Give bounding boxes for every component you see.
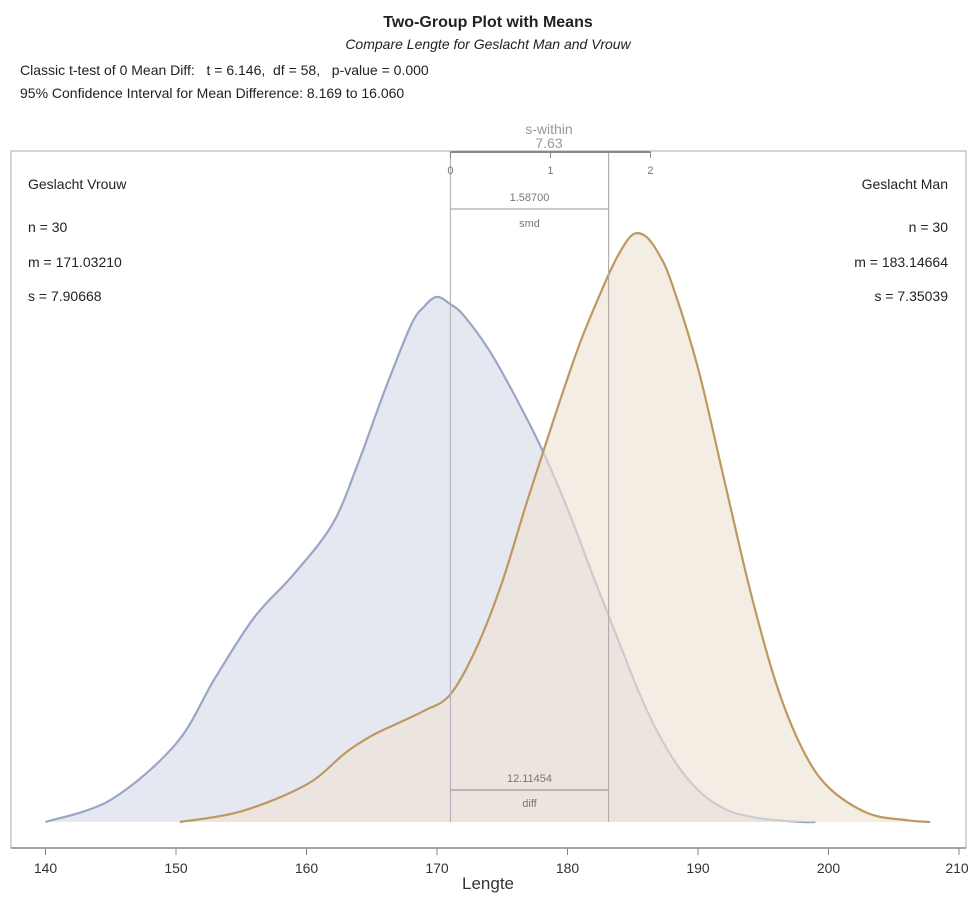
chart-title: Two-Group Plot with Means: [383, 14, 593, 31]
group-man-n: n = 30: [909, 219, 949, 235]
x-tick-label: 160: [295, 860, 319, 876]
group-vrouw-n: n = 30: [28, 219, 68, 235]
x-tick-label: 150: [164, 860, 188, 876]
group-vrouw-stats: Geslacht Vrouw n = 30 m = 171.03210 s = …: [28, 176, 127, 304]
x-tick-label: 140: [34, 860, 58, 876]
mean-diff-overlay: 1.58700 smd 12.11454 diff 0 1 2: [447, 151, 654, 822]
density-curve-man: [179, 232, 931, 824]
x-tick-label: 170: [425, 860, 449, 876]
x-tick-label: 190: [686, 860, 710, 876]
group-vrouw-sd: s = 7.90668: [28, 288, 102, 304]
confidence-interval: 95% Confidence Interval for Mean Differe…: [20, 85, 404, 101]
density-area-man: [179, 233, 931, 823]
x-tick-label: 180: [556, 860, 580, 876]
s-within-tick-label: 1: [547, 165, 553, 177]
diff-label: diff: [522, 798, 537, 810]
smd-value: 1.58700: [510, 192, 550, 204]
smd-label: smd: [519, 218, 540, 230]
t-test-result: Classic t-test of 0 Mean Diff: t = 6.146…: [20, 62, 429, 78]
group-vrouw-mean: m = 171.03210: [28, 254, 122, 270]
group-man-name: Geslacht Man: [862, 176, 948, 192]
x-tick-label: 200: [817, 860, 841, 876]
diff-value: 12.11454: [507, 773, 552, 785]
x-axis: 140 150 160 170 180 190 200 210: [34, 848, 969, 876]
x-axis-label: Lengte: [462, 874, 514, 893]
group-man-mean: m = 183.14664: [854, 254, 948, 270]
chart-subtitle: Compare Lengte for Geslacht Man and Vrou…: [345, 36, 631, 52]
density-layer: [45, 232, 931, 824]
s-within-value: 7.63: [535, 135, 562, 151]
s-within-tick-label: 2: [647, 165, 653, 177]
group-vrouw-name: Geslacht Vrouw: [28, 176, 127, 192]
group-man-stats: Geslacht Man n = 30 m = 183.14664 s = 7.…: [854, 176, 948, 304]
group-man-sd: s = 7.35039: [874, 288, 948, 304]
x-tick-label: 210: [945, 860, 969, 876]
s-within-label: s-within: [525, 121, 572, 137]
s-within-tick-label: 0: [447, 165, 453, 177]
